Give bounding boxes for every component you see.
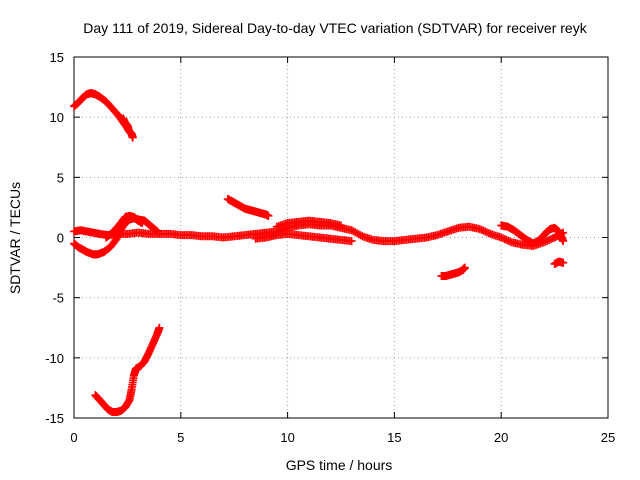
data-point [124,125,133,134]
x-axis-label: GPS time / hours [286,457,393,473]
data-point [481,227,490,236]
x-axis-ticks: 0 5 10 15 20 25 [70,57,615,445]
series-late-short-2 [550,257,568,268]
series-central-band-lower [251,229,356,246]
data-point [347,237,356,246]
y-tick-label: 15 [50,50,64,65]
data-point [543,236,552,245]
data-point [506,237,515,246]
series-central-band [70,220,568,250]
data-point [559,237,568,246]
y-tick-label: 5 [57,170,64,185]
data-point [356,231,365,240]
data-point [479,226,488,235]
series-central-band-upper [272,216,345,231]
x-tick-label: 20 [494,430,508,445]
series-mid-arc [223,194,273,220]
x-tick-label: 15 [387,430,401,445]
y-tick-label: -15 [45,411,64,426]
data-point [545,235,554,244]
data-point [138,219,147,228]
x-tick-label: 25 [601,430,615,445]
data-point [497,233,506,242]
data-point [559,258,568,267]
y-tick-label: 10 [50,110,64,125]
series-early-dip-2 [102,211,147,242]
x-tick-label: 0 [70,430,77,445]
chart-title: Day 111 of 2019, Sidereal Day-to-day VTE… [83,20,587,36]
data-point [502,235,511,244]
y-axis-label: SDTVAR / TECUs [7,182,23,294]
series-arc-top [70,89,137,142]
y-axis-ticks: -15 -10 -5 0 5 10 15 [45,50,608,426]
series-arc-top-2 [119,114,133,134]
series-arc-bottom [91,323,164,416]
data-point [460,263,469,272]
data-point [500,235,509,244]
series-late-short-1 [437,263,469,281]
data-point [541,237,550,246]
data-point [547,235,556,244]
data-point [484,229,493,238]
y-tick-label: -10 [45,351,64,366]
data-series [70,89,568,416]
data-point [482,228,491,237]
data-point [498,234,507,243]
series-late-loop [497,221,568,248]
data-point [475,225,484,234]
y-tick-label: 0 [57,231,64,246]
data-point [155,323,164,332]
x-tick-label: 10 [280,430,294,445]
data-point [153,227,162,236]
data-point [337,221,345,230]
data-point [128,133,137,142]
y-tick-label: -5 [52,291,64,306]
data-point [477,225,486,234]
x-tick-label: 5 [177,430,184,445]
data-point [264,211,273,220]
data-point [504,236,513,245]
